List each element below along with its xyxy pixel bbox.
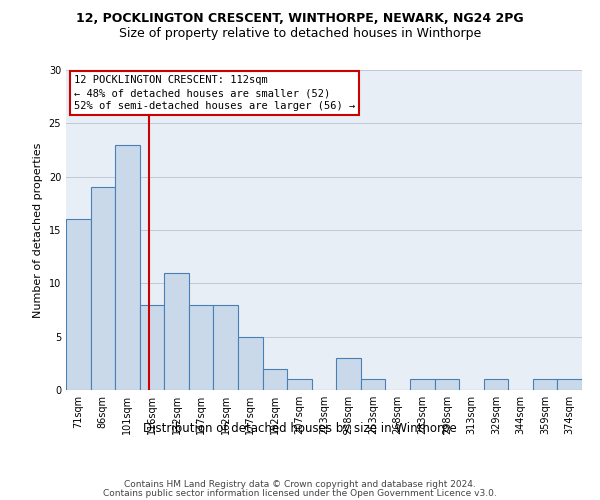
Text: Contains HM Land Registry data © Crown copyright and database right 2024.: Contains HM Land Registry data © Crown c… bbox=[124, 480, 476, 489]
Bar bbox=[557, 380, 582, 390]
Bar bbox=[66, 220, 91, 390]
Text: Distribution of detached houses by size in Winthorpe: Distribution of detached houses by size … bbox=[143, 422, 457, 435]
Bar bbox=[336, 358, 361, 390]
Text: 12 POCKLINGTON CRESCENT: 112sqm
← 48% of detached houses are smaller (52)
52% of: 12 POCKLINGTON CRESCENT: 112sqm ← 48% of… bbox=[74, 75, 355, 111]
Bar bbox=[533, 380, 557, 390]
Bar bbox=[238, 336, 263, 390]
Text: 12, POCKLINGTON CRESCENT, WINTHORPE, NEWARK, NG24 2PG: 12, POCKLINGTON CRESCENT, WINTHORPE, NEW… bbox=[76, 12, 524, 26]
Bar bbox=[361, 380, 385, 390]
Bar bbox=[164, 272, 189, 390]
Text: Contains public sector information licensed under the Open Government Licence v3: Contains public sector information licen… bbox=[103, 488, 497, 498]
Bar bbox=[287, 380, 312, 390]
Text: Size of property relative to detached houses in Winthorpe: Size of property relative to detached ho… bbox=[119, 28, 481, 40]
Bar bbox=[91, 188, 115, 390]
Bar bbox=[189, 304, 214, 390]
Bar bbox=[263, 368, 287, 390]
Bar bbox=[140, 304, 164, 390]
Bar bbox=[434, 380, 459, 390]
Y-axis label: Number of detached properties: Number of detached properties bbox=[33, 142, 43, 318]
Bar bbox=[484, 380, 508, 390]
Bar bbox=[214, 304, 238, 390]
Bar bbox=[115, 144, 140, 390]
Bar bbox=[410, 380, 434, 390]
